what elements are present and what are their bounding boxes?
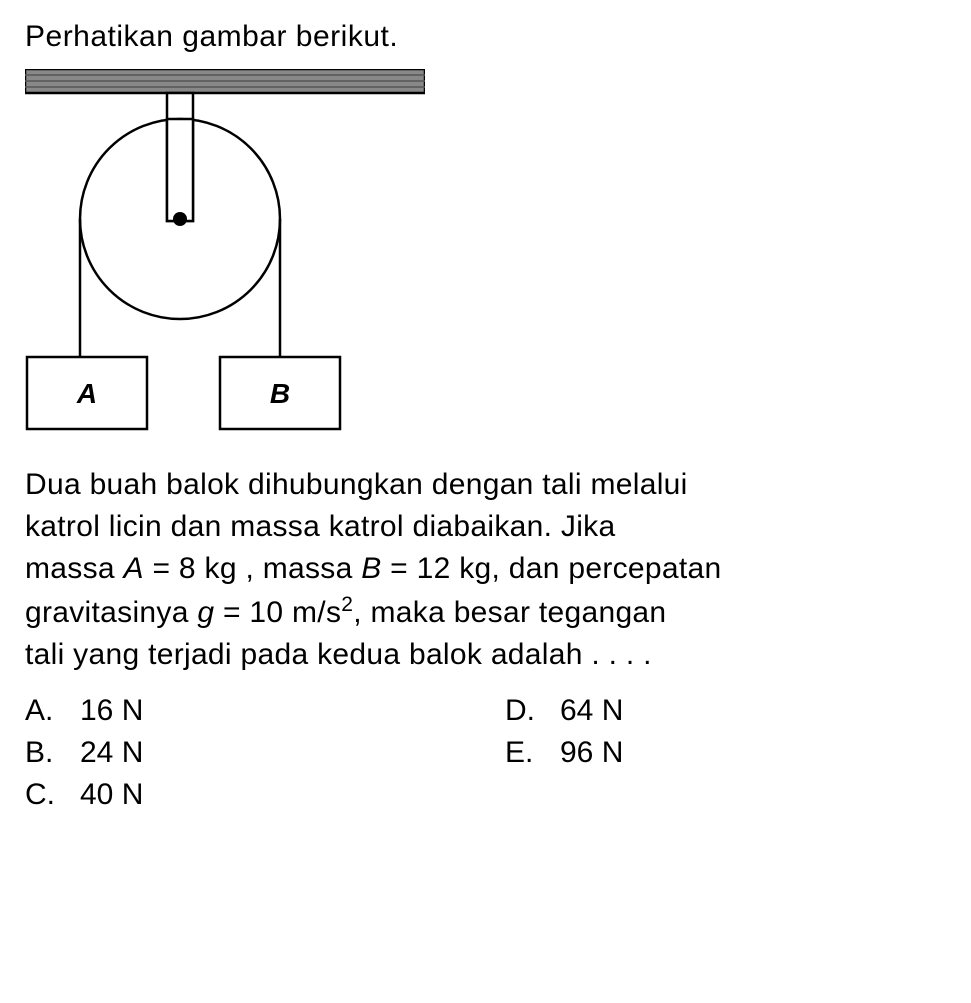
option-a: A. 16 N xyxy=(25,694,505,728)
desc-line4-p3: , maka besar tegangan xyxy=(353,596,666,629)
option-c-value: 40 N xyxy=(80,778,505,812)
pulley-pivot xyxy=(173,212,187,226)
option-b-value: 24 N xyxy=(80,736,505,770)
option-a-value: 16 N xyxy=(80,694,505,728)
option-e: E. 96 N xyxy=(505,736,946,770)
desc-line1: Dua buah balok dihubungkan dengan tali m… xyxy=(25,468,688,501)
desc-line3-p3: = 12 kg, dan percepatan xyxy=(382,552,722,585)
option-e-letter: E. xyxy=(505,736,560,770)
option-c: C. 40 N xyxy=(25,778,505,812)
answer-options: A. 16 N B. 24 N C. 40 N D. 64 N E. 96 N xyxy=(25,694,946,820)
pulley-diagram: A B xyxy=(25,69,425,439)
var-a: A xyxy=(124,552,144,585)
option-b-letter: B. xyxy=(25,736,80,770)
var-b: B xyxy=(361,552,381,585)
desc-line4-p1: gravitasinya xyxy=(25,596,197,629)
option-c-letter: C. xyxy=(25,778,80,812)
block-a-label: A xyxy=(76,378,97,409)
options-column-left: A. 16 N B. 24 N C. 40 N xyxy=(25,694,505,820)
diagram-svg: A B xyxy=(25,69,425,439)
option-e-value: 96 N xyxy=(560,736,946,770)
options-column-right: D. 64 N E. 96 N xyxy=(505,694,946,820)
option-d: D. 64 N xyxy=(505,694,946,728)
instruction-text: Perhatikan gambar berikut. xyxy=(25,20,946,54)
block-b-label: B xyxy=(270,378,290,409)
var-g: g xyxy=(197,596,214,629)
question-description: Dua buah balok dihubungkan dengan tali m… xyxy=(25,464,946,676)
pulley-rod-front xyxy=(167,119,193,221)
desc-line2: katrol licin dan massa katrol diabaikan.… xyxy=(25,510,615,543)
option-d-letter: D. xyxy=(505,694,560,728)
exponent: 2 xyxy=(341,593,353,616)
option-b: B. 24 N xyxy=(25,736,505,770)
desc-line5: tali yang terjadi pada kedua balok adala… xyxy=(25,638,652,671)
option-d-value: 64 N xyxy=(560,694,946,728)
desc-line4-p2: = 10 m/s xyxy=(214,596,341,629)
desc-line3-p2: = 8 kg , massa xyxy=(144,552,361,585)
option-a-letter: A. xyxy=(25,694,80,728)
desc-line3-p1: massa xyxy=(25,552,124,585)
